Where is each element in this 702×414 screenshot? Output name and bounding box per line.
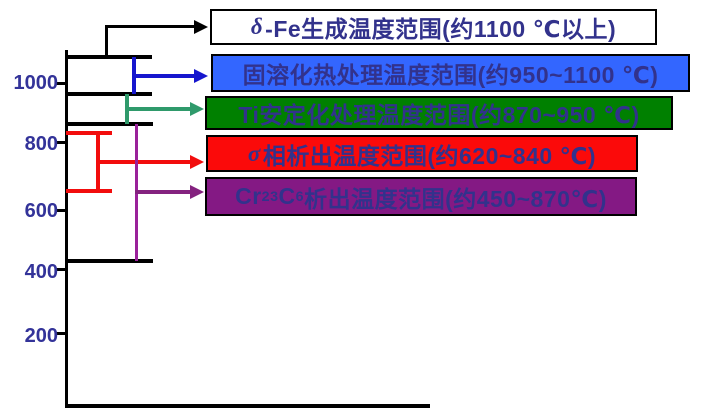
delta-fe-label-text: -Fe生成温度范围(约1100 ℃以上) bbox=[265, 16, 617, 42]
delta-fe-arrow-head-icon bbox=[194, 19, 208, 34]
cr23c6-formula-sub23: 23 bbox=[261, 188, 279, 205]
y-tick-400 bbox=[56, 268, 66, 271]
delta-fe-connector-vline bbox=[105, 25, 108, 58]
cr23c6-arrow-shaft bbox=[135, 190, 191, 194]
cr23c6-label-text: 析出温度范围(约450~870℃) bbox=[304, 185, 607, 212]
y-tick-label-200: 200 bbox=[24, 325, 58, 347]
guide-line-950 bbox=[65, 92, 152, 96]
label-box-delta-fe: δ -Fe生成温度范围(约1100 ℃以上) bbox=[210, 9, 657, 45]
label-box-solution: 固溶化热处理温度范围(约950~1100 ℃) bbox=[211, 54, 690, 92]
sigma-arrow-shaft bbox=[96, 160, 191, 164]
ti-arrow-head-icon bbox=[190, 102, 204, 116]
cr23c6-formula-sub6: 6 bbox=[295, 188, 305, 205]
label-box-sigma-phase: σ 相析出温度范围(约620~840 ℃) bbox=[206, 135, 638, 172]
sigma-label-text: 相析出温度范围(约620~840 ℃) bbox=[262, 142, 597, 169]
y-tick-600 bbox=[56, 209, 66, 212]
y-tick-label-400: 400 bbox=[24, 261, 58, 283]
y-axis-line bbox=[65, 50, 68, 408]
solution-arrow-shaft bbox=[132, 74, 195, 78]
y-tick-label-600: 600 bbox=[24, 200, 58, 222]
y-tick-200 bbox=[56, 332, 66, 335]
sigma-symbol: σ bbox=[247, 140, 261, 166]
delta-symbol: δ bbox=[250, 14, 264, 39]
sigma-range-top-line bbox=[66, 131, 112, 135]
cr23c6-formula-cr: Cr bbox=[235, 183, 262, 209]
ti-arrow-shaft bbox=[125, 107, 191, 111]
cr23c6-arrow-head-icon bbox=[190, 185, 204, 199]
x-axis-line bbox=[65, 404, 430, 408]
solution-arrow-head-icon bbox=[194, 69, 208, 83]
label-box-cr23c6: Cr 23 C 6 析出温度范围(约450~870℃) bbox=[205, 177, 637, 216]
y-tick-1000 bbox=[56, 82, 66, 85]
guide-line-450 bbox=[65, 259, 153, 263]
sigma-arrow-head-icon bbox=[190, 155, 204, 169]
y-tick-800 bbox=[56, 141, 66, 144]
cr23c6-formula-c: C bbox=[278, 183, 296, 209]
y-tick-label-1000: 1000 bbox=[13, 72, 59, 94]
label-box-ti-stabilization: Ti安定化处理温度范围(约870~950 ℃) bbox=[205, 96, 673, 130]
y-tick-label-800: 800 bbox=[24, 133, 58, 155]
ti-label-text: Ti安定化处理温度范围(约870~950 ℃) bbox=[238, 102, 640, 128]
guide-line-870 bbox=[65, 122, 153, 126]
solution-label-text: 固溶化热处理温度范围(约950~1100 ℃) bbox=[242, 62, 659, 88]
delta-fe-arrow-shaft bbox=[105, 25, 195, 28]
guide-line-1100 bbox=[65, 55, 152, 59]
sigma-range-bottom-line bbox=[66, 189, 112, 193]
